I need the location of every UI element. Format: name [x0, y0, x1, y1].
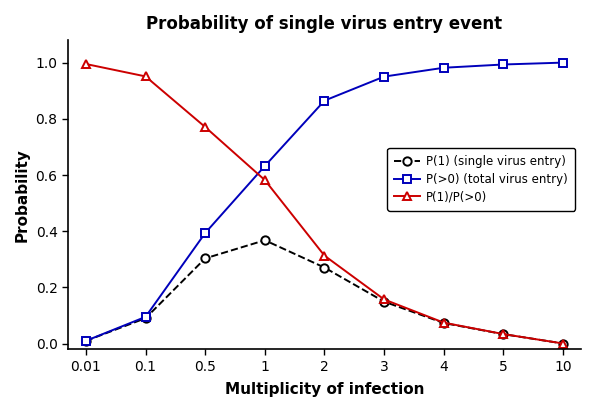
- Title: Probability of single virus entry event: Probability of single virus entry event: [147, 15, 502, 33]
- Line: P(1) (single virus entry): P(1) (single virus entry): [82, 236, 567, 348]
- P(>0) (total virus entry): [142, 314, 149, 319]
- P(1)/P(>0): [261, 178, 268, 183]
- P(>0) (total virus entry): [201, 231, 209, 236]
- P(1) (single virus entry): [201, 256, 209, 261]
- P(1) (single virus entry): [560, 341, 567, 346]
- P(1)/P(>0): [500, 332, 507, 337]
- P(1) (single virus entry): [261, 238, 268, 243]
- P(>0) (total virus entry): [381, 74, 388, 79]
- P(1)/P(>0): [82, 61, 89, 66]
- Y-axis label: Probability: Probability: [15, 148, 30, 241]
- P(1)/P(>0): [560, 341, 567, 346]
- P(1) (single virus entry): [321, 265, 328, 270]
- Line: P(>0) (total virus entry): P(>0) (total virus entry): [82, 59, 567, 345]
- P(1)/P(>0): [142, 74, 149, 79]
- P(1)/P(>0): [321, 253, 328, 258]
- P(>0) (total virus entry): [500, 62, 507, 67]
- X-axis label: Multiplicity of infection: Multiplicity of infection: [225, 382, 424, 397]
- P(1) (single virus entry): [142, 316, 149, 321]
- P(1)/P(>0): [381, 297, 388, 302]
- Legend: P(1) (single virus entry), P(>0) (total virus entry), P(1)/P(>0): P(1) (single virus entry), P(>0) (total …: [387, 148, 575, 211]
- P(>0) (total virus entry): [261, 164, 268, 169]
- P(1) (single virus entry): [440, 321, 448, 325]
- P(1) (single virus entry): [381, 299, 388, 304]
- P(1) (single virus entry): [82, 338, 89, 343]
- P(>0) (total virus entry): [560, 60, 567, 65]
- P(1)/P(>0): [440, 320, 448, 325]
- P(>0) (total virus entry): [321, 98, 328, 103]
- P(>0) (total virus entry): [82, 338, 89, 343]
- P(1)/P(>0): [201, 124, 209, 129]
- Line: P(1)/P(>0): P(1)/P(>0): [82, 60, 567, 348]
- P(>0) (total virus entry): [440, 65, 448, 70]
- P(1) (single virus entry): [500, 332, 507, 337]
